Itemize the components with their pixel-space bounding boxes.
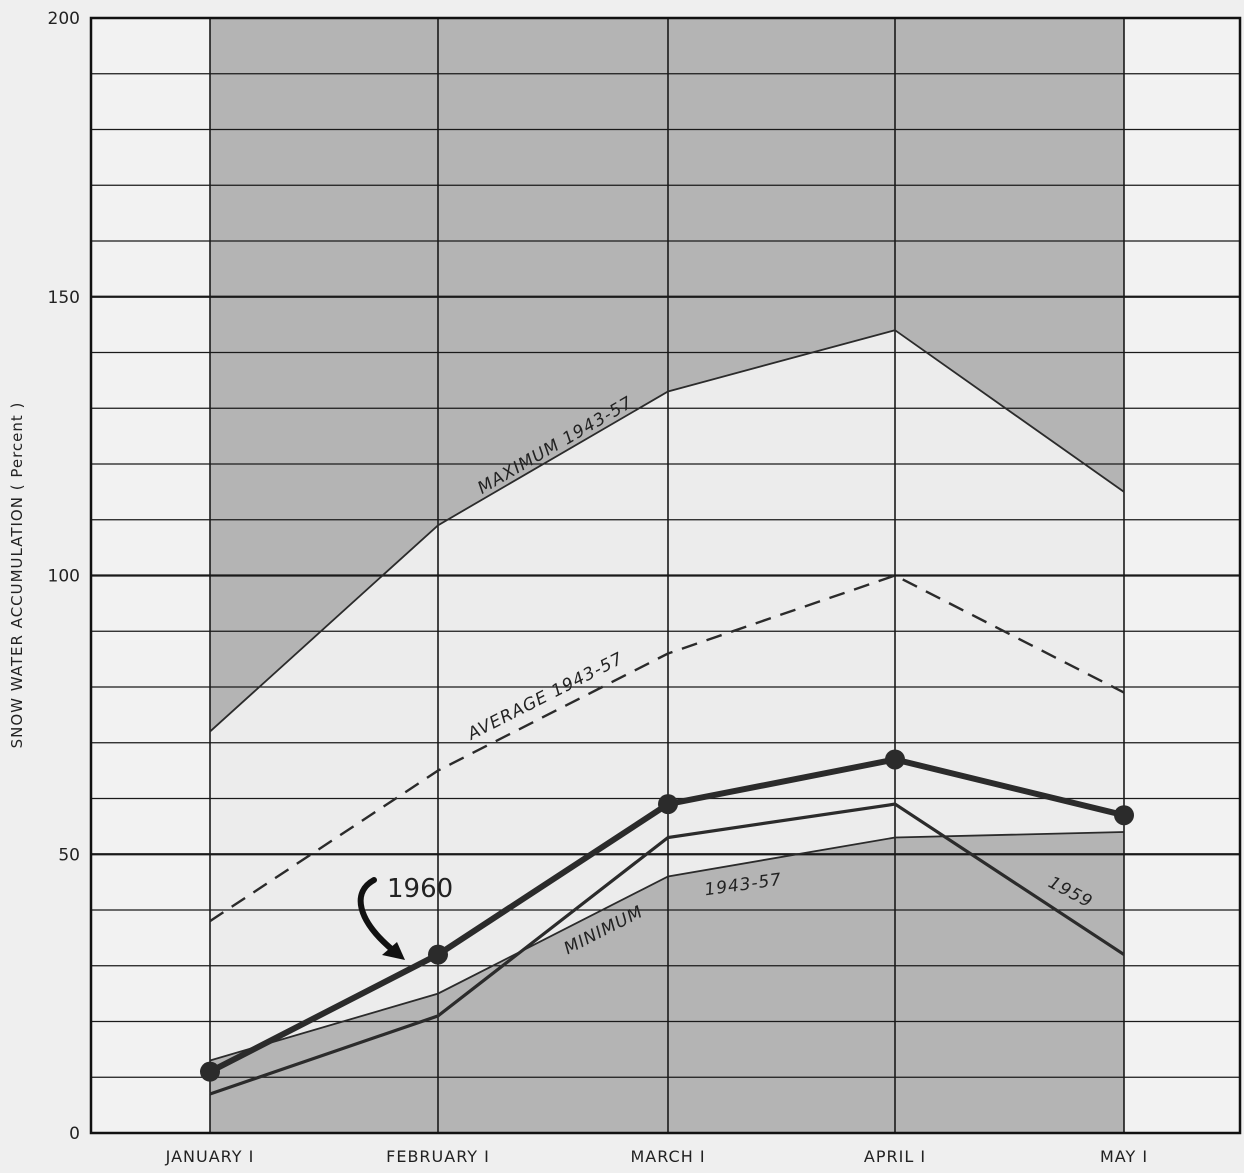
plot-frame	[89, 16, 1242, 1135]
y-tick-label: 150	[48, 288, 80, 308]
x-tick-label: FEBRUARY I	[386, 1147, 490, 1166]
x-tick-label: JANUARY I	[165, 1147, 255, 1166]
series-point-1960	[1114, 805, 1134, 826]
series-point-1960	[200, 1061, 220, 1082]
series-line-minimum	[209, 831, 1125, 1062]
arrow-1960-shaft	[357, 877, 398, 955]
y-tick-label: 100	[48, 567, 80, 587]
series-point-1960	[658, 794, 678, 815]
y-tick-label: 200	[48, 9, 80, 29]
y-tick-label: 50	[58, 845, 80, 865]
series-point-1960	[885, 749, 905, 770]
x-tick-label: MARCH I	[630, 1147, 705, 1166]
series-point-1960	[428, 944, 448, 965]
x-tick-label: MAY I	[1100, 1147, 1148, 1166]
series-line-1959	[209, 802, 1125, 1096]
series-line-average	[209, 574, 1125, 923]
series-line-maximum	[209, 329, 1125, 733]
y-axis-label: SNOW WATER ACCUMULATION ( Percent )	[8, 402, 26, 749]
annotation-1960: 1960	[387, 874, 453, 904]
arrow-1960-head	[382, 942, 405, 960]
y-tick-label: 0	[69, 1124, 80, 1144]
x-tick-label: APRIL I	[864, 1147, 926, 1166]
